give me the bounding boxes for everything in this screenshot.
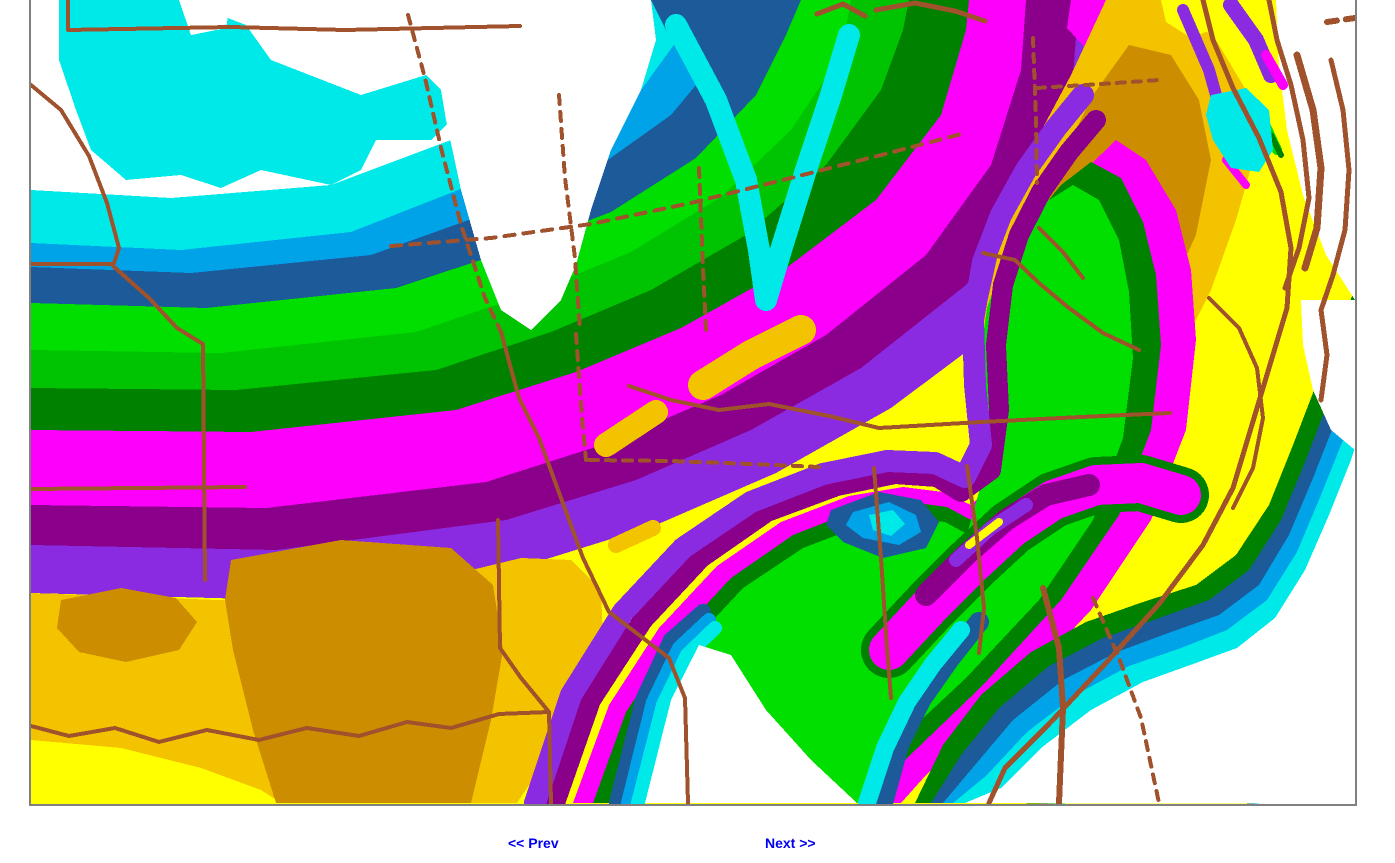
patch-darkblue-lakes	[651, 0, 801, 90]
next-link[interactable]: Next >>	[765, 835, 816, 851]
border-ilky-vert	[574, 332, 588, 462]
border-gafl-dashed	[1091, 596, 1161, 804]
border-tn-dashed	[587, 458, 821, 469]
precipitation-map	[29, 0, 1357, 806]
border-ar-west	[496, 518, 551, 714]
border-ohpa-vert	[1031, 36, 1039, 185]
valley-white	[645, 645, 857, 803]
border-nj-dash	[1324, 15, 1355, 25]
border-mississippi-s	[499, 330, 690, 804]
border-ohio-river	[627, 384, 881, 430]
darkgold-west-blob	[57, 588, 197, 662]
border-ilin-vert	[557, 93, 582, 332]
border-north-horiz	[66, 24, 522, 32]
patch-cyan-nw	[59, 0, 461, 188]
valley-darkblue	[609, 604, 711, 804]
cyan-coast-sliver	[1206, 88, 1273, 172]
border-pamd-horiz	[1035, 78, 1161, 90]
band-violet2	[524, 84, 1094, 804]
border-inoh-vert	[697, 166, 708, 332]
border-mississippi-n	[406, 13, 503, 334]
vdip-cyan	[665, 14, 860, 311]
darkgold-big-blob	[225, 540, 503, 803]
ridge2-yellow	[965, 518, 1003, 549]
border-gaal-vert	[1040, 585, 1066, 804]
border-vanc	[877, 411, 1172, 430]
darkgreen-coast-bit	[1268, 132, 1284, 158]
map-navigation: << Prev Next >>	[0, 832, 1395, 856]
band-purple2	[545, 110, 1106, 804]
gold-streak-b	[594, 400, 668, 457]
valley-east-darkblue	[873, 612, 989, 804]
border-moks-vert	[111, 264, 207, 582]
gold-streak-a	[688, 315, 816, 400]
precipitation-map-canvas	[31, 0, 1355, 804]
valley-cyan	[631, 621, 722, 804]
border-east-edge	[1318, 57, 1352, 403]
border-txar-vert	[547, 710, 553, 804]
border-wv-wiggle	[981, 251, 1141, 352]
border-lake-michigan-bit	[814, 1, 868, 19]
border-dashed-diagonal	[389, 131, 967, 248]
border-lake-erie	[873, 0, 988, 24]
border-nc-sound	[1207, 296, 1265, 510]
border-wv-spur	[1037, 226, 1085, 280]
coast-white	[965, 448, 1355, 804]
border-msal	[872, 466, 893, 700]
valley-east-cyan	[858, 621, 970, 804]
gold-streak-c	[608, 520, 661, 553]
border-ksok-horiz	[31, 485, 247, 491]
border-alga	[965, 464, 986, 655]
white-right-strip	[1301, 300, 1355, 450]
magenta-coast-a	[1261, 50, 1288, 90]
valley-lightblue	[621, 613, 716, 804]
pocket-white-illinois	[431, 0, 656, 330]
border-delmarva	[1293, 51, 1325, 272]
border-missouri-river	[31, 83, 121, 268]
prev-link[interactable]: << Prev	[508, 835, 559, 851]
yellow-sw-corner	[31, 740, 281, 803]
border-chesapeake-a	[1266, 0, 1312, 291]
border-red-river	[31, 710, 551, 744]
